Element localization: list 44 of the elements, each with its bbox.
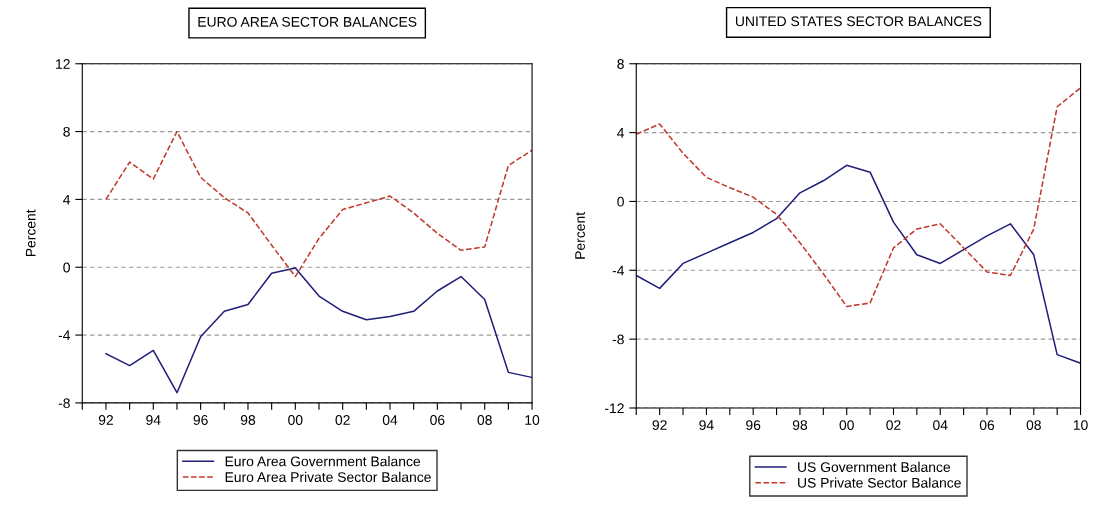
x-tick-label: 92 [98, 415, 113, 425]
y-tick-label: 4 [617, 128, 625, 138]
y-tick-label: 0 [63, 262, 70, 273]
x-tick-label: 96 [193, 415, 208, 425]
legend-label: US Private Sector Balance [798, 477, 961, 488]
x-tick-label: 00 [839, 420, 854, 431]
line-series [105, 130, 533, 278]
x-tick-label: 06 [979, 420, 995, 431]
x-tick-label: 94 [146, 415, 161, 425]
x-tick-label: 04 [933, 420, 948, 431]
y-tick-label: 12 [56, 59, 70, 69]
x-tick-label: 94 [699, 420, 714, 431]
legend-label: Euro Area Government Balance [225, 456, 421, 467]
chart-title: EURO AREA SECTOR BALANCES [198, 16, 417, 27]
x-tick-label: 08 [477, 415, 492, 425]
y-tick-label: 4 [63, 194, 71, 205]
legend-label: Euro Area Private Sector Balance [225, 471, 431, 483]
line-series [105, 267, 533, 394]
y-tick-label: -4 [58, 330, 71, 341]
chart-title: UNITED STATES SECTOR BALANCES [735, 16, 982, 27]
x-tick-label: 92 [652, 420, 667, 431]
y-tick-label: -4 [612, 265, 625, 276]
x-tick-label: 10 [1073, 420, 1088, 431]
x-tick-label: 98 [792, 420, 808, 431]
x-tick-label: 06 [430, 415, 445, 425]
y-tick-label: 8 [617, 59, 624, 69]
y-tick-label: 8 [63, 126, 70, 137]
y-tick-label: -8 [612, 334, 624, 345]
line-series [636, 164, 1081, 365]
y-tick-label: -8 [58, 398, 70, 409]
y-axis-title: Percent [25, 209, 36, 257]
x-tick-label: 04 [382, 415, 398, 425]
x-tick-label: 08 [1026, 420, 1041, 431]
line-series [636, 87, 1081, 308]
x-tick-label: 00 [288, 415, 303, 425]
x-tick-label: 02 [886, 420, 901, 431]
y-tick-label: -12 [605, 403, 624, 414]
y-axis-title: Percent [575, 212, 585, 259]
x-tick-label: 96 [746, 420, 761, 431]
y-tick-label: 0 [617, 196, 624, 207]
legend-label: US Government Balance [798, 461, 951, 473]
x-tick-label: 98 [240, 415, 256, 425]
x-tick-label: 02 [335, 415, 350, 425]
x-tick-label: 10 [525, 415, 540, 425]
